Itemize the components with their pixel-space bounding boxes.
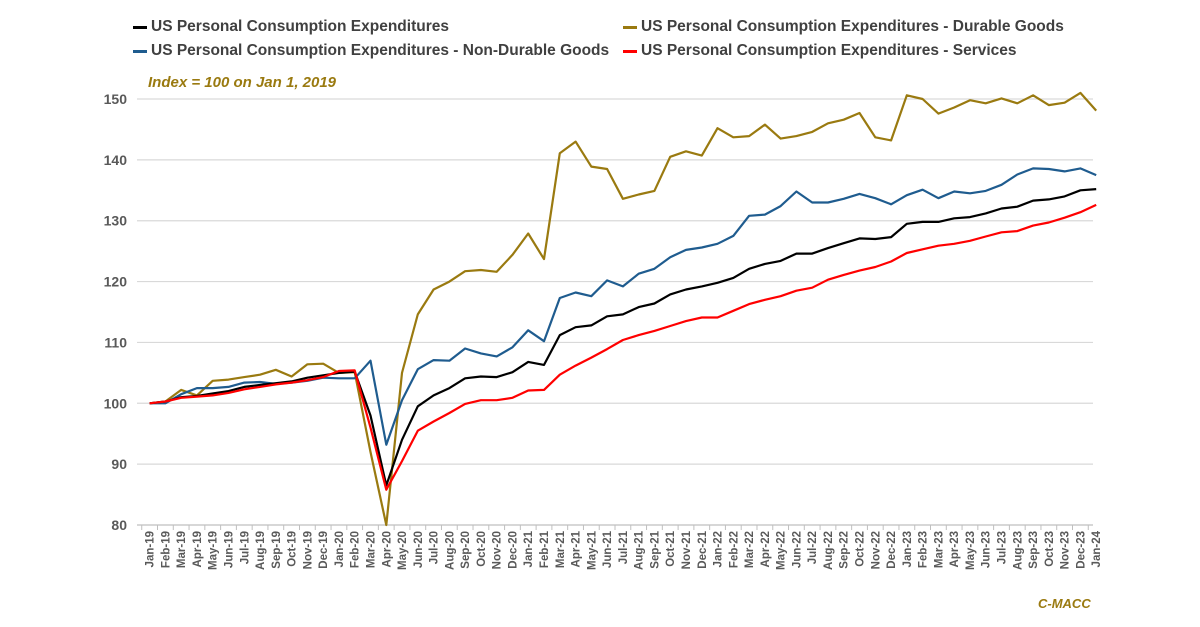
- x-tick-label: Aug-19: [255, 531, 267, 570]
- x-tick-label: Feb-22: [728, 531, 740, 568]
- x-tick-label: Nov-23: [1060, 531, 1072, 569]
- x-tick-label: Sep-22: [839, 531, 851, 569]
- index-note: Index = 100 on Jan 1, 2019: [148, 74, 337, 91]
- y-tick-label: 90: [111, 456, 127, 472]
- x-tick-label: Mar-22: [744, 531, 756, 568]
- x-tick-label: Jan-19: [145, 531, 157, 567]
- legend-swatch: [623, 49, 637, 53]
- legend-label: US Personal Consumption Expenditures - S…: [641, 42, 1017, 59]
- legend-label: US Personal Consumption Expenditures - D…: [641, 18, 1064, 35]
- x-tick-label: Apr-19: [192, 531, 204, 567]
- x-tick-label: Dec-22: [886, 531, 898, 569]
- x-tick-label: Feb-20: [350, 531, 362, 568]
- x-tick-label: Jul-19: [239, 531, 251, 564]
- x-tick-label: May-19: [208, 531, 220, 570]
- x-tick-label: Dec-19: [318, 531, 330, 569]
- x-tick-label: Apr-21: [571, 530, 583, 567]
- x-tick-label: Aug-23: [1012, 531, 1024, 570]
- x-tick-label: Jun-21: [602, 530, 614, 568]
- x-tick-label: Jan-24: [1091, 530, 1103, 567]
- series-line: [149, 203, 1097, 491]
- x-tick-label: Oct-21: [665, 530, 677, 566]
- legend-swatch: [623, 25, 637, 29]
- x-tick-label: Mar-21: [555, 530, 567, 568]
- x-tick-label: Jun-22: [791, 531, 803, 568]
- legend-swatch: [133, 25, 147, 29]
- x-tick-label: Jan-22: [713, 531, 725, 567]
- x-tick-label: Nov-21: [681, 530, 693, 569]
- x-tick-label: Nov-22: [870, 531, 882, 569]
- x-tick-label: Jun-23: [981, 531, 993, 568]
- x-tick-label: Oct-22: [855, 531, 867, 567]
- legend-item-durable: US Personal Consumption Expenditures - D…: [623, 18, 1083, 36]
- x-tick-label: Apr-23: [949, 531, 961, 567]
- y-tick-label: 150: [104, 91, 128, 107]
- x-tick-label: Aug-21: [634, 530, 646, 570]
- y-tick-label: 110: [104, 334, 127, 350]
- legend-label: US Personal Consumption Expenditures: [151, 18, 449, 35]
- x-tick-label: Jul-21: [618, 530, 630, 564]
- x-tick-label: Dec-23: [1075, 531, 1087, 569]
- x-tick-label: Mar-19: [176, 531, 188, 568]
- x-tick-label: Apr-22: [760, 531, 772, 567]
- series-line: [149, 91, 1098, 527]
- x-tick-label: Jan-23: [902, 531, 914, 567]
- x-tick-label: Dec-20: [507, 531, 519, 569]
- legend-item-services: US Personal Consumption Expenditures - S…: [623, 42, 1083, 60]
- y-tick-label: 80: [111, 517, 127, 533]
- legend: US Personal Consumption Expenditures US …: [133, 18, 1083, 60]
- x-tick-label: Feb-21: [539, 530, 551, 568]
- legend-swatch: [133, 49, 147, 53]
- x-tick-label: Sep-19: [271, 531, 283, 569]
- x-tick-label: Jul-20: [429, 531, 441, 564]
- x-tick-label: Mar-20: [365, 531, 377, 568]
- x-tick-label: Aug-20: [444, 531, 456, 570]
- x-tick-label: Jun-19: [223, 531, 235, 568]
- x-tick-label: Oct-20: [476, 531, 488, 567]
- x-tick-label: Sep-21: [649, 530, 661, 568]
- x-tick-label: Jul-22: [807, 531, 819, 564]
- x-tick-label: Oct-23: [1044, 531, 1056, 567]
- x-tick-label: Nov-19: [302, 531, 314, 569]
- x-tick-label: Oct-19: [287, 531, 299, 567]
- x-tick-label: Jun-20: [413, 531, 425, 568]
- x-tick-label: Apr-20: [381, 531, 393, 567]
- x-tick-label: May-23: [965, 531, 977, 570]
- y-tick-label: 120: [104, 274, 128, 290]
- x-tick-label: Sep-23: [1028, 531, 1040, 569]
- x-tick-label: Aug-22: [823, 531, 835, 570]
- legend-label: US Personal Consumption Expenditures - N…: [151, 42, 610, 59]
- x-tick-label: May-22: [776, 531, 788, 570]
- x-tick-label: Jan-20: [334, 531, 346, 567]
- x-tick-label: Feb-23: [918, 531, 930, 568]
- legend-item-total: US Personal Consumption Expenditures: [133, 18, 623, 36]
- x-tick-label: Sep-20: [460, 531, 472, 569]
- x-tick-label: Jul-23: [997, 531, 1009, 564]
- credit-label: C-MACC: [1038, 596, 1091, 611]
- x-tick-label: Dec-21: [697, 530, 709, 568]
- series-line: [149, 188, 1097, 487]
- x-tick-label: Nov-20: [492, 531, 504, 569]
- x-tick-label: May-21: [586, 530, 598, 570]
- x-tick-label: Mar-23: [933, 531, 945, 568]
- y-tick-label: 130: [104, 213, 128, 229]
- y-tick-label: 140: [104, 152, 128, 168]
- x-tick-label: May-20: [397, 531, 409, 570]
- x-tick-label: Jan-21: [523, 530, 535, 567]
- x-tick-label: Feb-19: [160, 531, 172, 568]
- y-tick-label: 100: [104, 395, 128, 411]
- legend-item-nondurable: US Personal Consumption Expenditures - N…: [133, 42, 623, 60]
